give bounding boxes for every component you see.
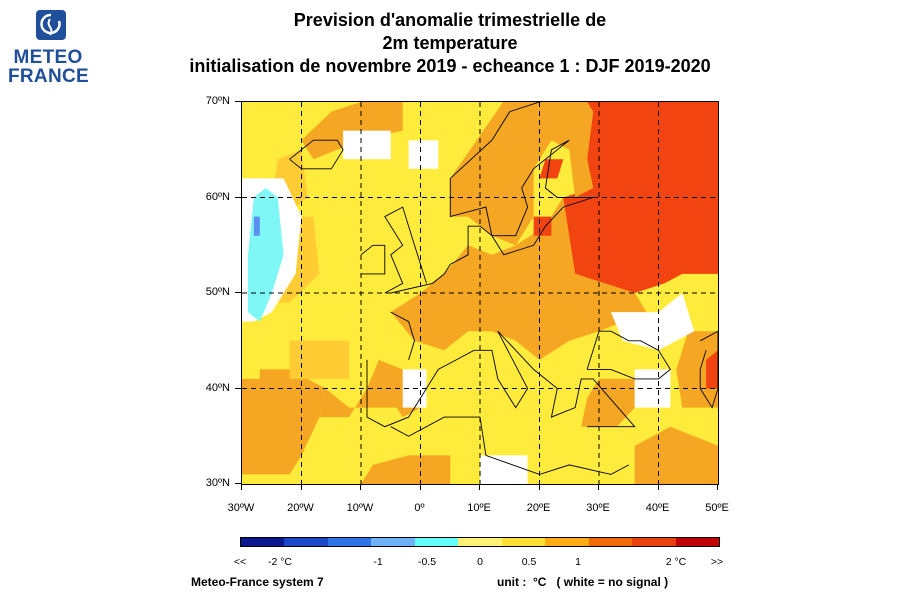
longitude-label: 20ºE	[526, 502, 551, 514]
longitude-tick	[538, 484, 540, 490]
unit-label: unit : °C ( white = no signal )	[497, 575, 669, 589]
coastline-8	[699, 330, 718, 409]
map-canvas	[242, 102, 718, 484]
logo-text: METEO FRANCE	[8, 47, 89, 87]
longitude-label: 30ºW	[227, 502, 255, 514]
color-scale-swatch	[241, 538, 285, 546]
coastline-4	[384, 206, 427, 294]
longitude-label: 30ºE	[586, 502, 610, 514]
color-scale-label: -2 °C	[267, 556, 293, 568]
color-scale-label: >>	[710, 556, 724, 568]
color-scale-label: -0.5	[417, 556, 437, 568]
no-signal-region-ukraine	[610, 293, 695, 351]
map-title: Prevision d'anomalie trimestrielle de 2m…	[120, 9, 780, 78]
meteo-france-emblem-icon	[36, 10, 66, 40]
color-scale-label: 1	[575, 556, 581, 568]
coastline-0	[366, 330, 636, 428]
color-scale-swatch	[327, 538, 372, 546]
latitude-label: 50ºN	[205, 286, 230, 298]
no-signal-region-iceland-zone	[343, 130, 391, 160]
color-scale-label: 0.5	[521, 556, 537, 568]
anomaly-region-eastern-mediterranean	[581, 378, 635, 427]
latitude-tick	[235, 196, 241, 198]
logo-text-france: FRANCE	[8, 66, 89, 87]
color-scale-bar	[240, 537, 720, 547]
longitude-label: 20ºW	[287, 502, 314, 514]
anomaly-region-northern-finland	[539, 159, 564, 179]
cold-core-atlantic-cold-core	[253, 216, 260, 236]
anomaly-region-atlantic-weak-2	[289, 340, 350, 379]
latitude-label: 40ºN	[205, 381, 230, 394]
color-scale-label: 2 °C	[665, 556, 687, 568]
latitude-label: 60ºN	[205, 190, 230, 203]
model-system-label: Meteo-France system 7	[191, 575, 324, 589]
longitude-tick	[657, 484, 659, 490]
longitude-tick	[598, 484, 599, 490]
anomaly-region-baltic-coast	[533, 216, 552, 236]
longitude-tick	[360, 484, 361, 490]
color-scale-label: 0	[477, 556, 483, 568]
anomaly-region-central-europe	[390, 197, 647, 360]
anomaly-region-southwest-atlantic	[242, 369, 326, 475]
title-line-3: initialisation de novembre 2019 - echean…	[189, 56, 711, 76]
color-scale-swatch	[414, 538, 459, 546]
latitude-label: 70ºN	[205, 95, 230, 107]
color-scale-swatch	[588, 538, 633, 546]
anomaly-region-caspian-core	[706, 350, 718, 389]
coastline-7	[586, 330, 671, 380]
title-line-1: Prevision d'anomalie trimestrielle de	[293, 10, 607, 30]
latitude-tick	[235, 101, 241, 102]
coastline-3	[390, 102, 605, 294]
anomaly-region-sahara	[361, 455, 451, 484]
anomaly-region-arabian-peninsula	[634, 426, 718, 484]
color-scale-swatch	[501, 538, 546, 546]
longitude-label: 50ºE	[705, 502, 729, 514]
latitude-label: 30ºN	[205, 477, 230, 489]
longitude-tick	[479, 484, 480, 490]
longitude-tick	[717, 484, 718, 490]
no-signal-region-libya	[480, 455, 528, 484]
longitude-label: 0º	[414, 502, 425, 514]
latitude-tick	[235, 483, 241, 484]
longitude-tick	[300, 484, 302, 490]
longitude-label: 40ºE	[645, 502, 670, 514]
color-scale-swatch	[371, 538, 415, 546]
title-line-2: 2m temperature	[382, 33, 518, 53]
longitude-label: 10ºW	[346, 502, 374, 514]
anomaly-region-cold-sea-patch	[242, 331, 260, 379]
longitude-tick	[241, 484, 242, 490]
logo-text-meteo: METEO	[13, 47, 83, 68]
latitude-tick	[235, 387, 241, 389]
longitude-label: 10ºE	[467, 502, 491, 514]
meteo-france-logo: METEO FRANCE	[8, 8, 89, 93]
color-scale-swatch	[284, 538, 328, 546]
anomaly-map	[241, 101, 719, 485]
color-scale-label: <<	[233, 556, 247, 568]
color-scale-label: -1	[373, 556, 383, 568]
coastline-2	[390, 311, 415, 361]
longitude-tick	[419, 484, 421, 490]
color-scale-swatch	[632, 538, 676, 546]
coastline-5	[360, 244, 386, 275]
color-scale-swatch	[545, 538, 589, 546]
color-scale-swatch	[458, 538, 502, 546]
color-scale-swatch	[675, 538, 719, 546]
no-signal-region-north-sea-patch	[408, 140, 439, 169]
latitude-tick	[235, 292, 241, 293]
